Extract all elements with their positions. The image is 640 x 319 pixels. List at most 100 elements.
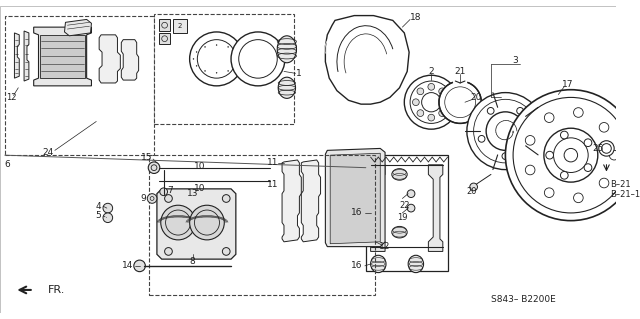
Circle shape (193, 58, 194, 59)
Circle shape (506, 90, 636, 221)
Circle shape (502, 153, 509, 160)
Text: 17: 17 (562, 80, 573, 89)
Bar (173, 19, 187, 33)
Text: 14: 14 (122, 261, 133, 271)
Ellipse shape (277, 36, 296, 63)
Circle shape (573, 193, 583, 203)
Bar (159, 33, 170, 44)
Text: 11: 11 (267, 180, 278, 189)
Circle shape (470, 183, 477, 191)
Circle shape (148, 162, 160, 174)
Text: 10: 10 (193, 162, 205, 171)
Circle shape (196, 65, 197, 66)
Text: 18: 18 (410, 13, 422, 22)
Circle shape (561, 171, 568, 179)
Circle shape (236, 65, 237, 66)
Circle shape (196, 51, 197, 52)
Circle shape (428, 84, 435, 90)
Circle shape (516, 108, 524, 114)
Text: 15: 15 (141, 152, 152, 162)
Text: FR.: FR. (48, 285, 65, 295)
Text: 10: 10 (193, 184, 205, 193)
Circle shape (407, 190, 415, 197)
Polygon shape (325, 16, 409, 104)
Circle shape (545, 113, 554, 122)
Circle shape (439, 110, 445, 116)
Circle shape (444, 99, 450, 106)
Circle shape (103, 203, 113, 213)
Circle shape (160, 188, 168, 196)
Circle shape (584, 139, 592, 146)
Circle shape (573, 108, 583, 117)
Ellipse shape (371, 255, 386, 273)
Text: 4: 4 (95, 202, 101, 211)
Circle shape (231, 32, 285, 86)
Circle shape (134, 260, 145, 272)
Text: 2: 2 (178, 23, 182, 29)
Circle shape (189, 32, 244, 86)
Text: B–21: B–21 (611, 180, 631, 189)
Circle shape (428, 114, 435, 121)
Text: 24: 24 (42, 148, 54, 157)
Circle shape (561, 131, 568, 139)
Bar (159, 19, 170, 31)
Text: 21: 21 (454, 67, 466, 76)
Circle shape (417, 110, 424, 116)
Circle shape (525, 136, 535, 145)
Text: 25: 25 (592, 144, 604, 153)
Circle shape (609, 150, 619, 160)
Bar (154, 14, 294, 124)
Polygon shape (157, 189, 236, 259)
Circle shape (407, 204, 415, 212)
Text: 6: 6 (5, 160, 11, 169)
Circle shape (545, 188, 554, 197)
Circle shape (526, 136, 532, 142)
Circle shape (467, 93, 544, 170)
Polygon shape (428, 165, 443, 251)
Text: 16: 16 (351, 208, 363, 218)
Circle shape (584, 164, 592, 172)
Circle shape (161, 205, 195, 240)
Ellipse shape (392, 226, 407, 238)
Circle shape (404, 75, 458, 129)
Polygon shape (65, 19, 92, 36)
Text: 20: 20 (467, 187, 477, 196)
Polygon shape (34, 27, 92, 86)
Circle shape (222, 248, 230, 255)
Polygon shape (301, 160, 321, 242)
Circle shape (439, 88, 445, 95)
Circle shape (216, 45, 217, 46)
Polygon shape (99, 35, 120, 83)
Circle shape (439, 81, 481, 123)
Text: 20: 20 (471, 93, 482, 102)
Polygon shape (330, 153, 380, 244)
Circle shape (236, 51, 237, 52)
Text: 2: 2 (428, 67, 434, 76)
Text: B–21–1: B–21–1 (611, 190, 640, 199)
Text: 12: 12 (380, 242, 391, 251)
Circle shape (164, 195, 172, 202)
Circle shape (546, 151, 554, 159)
Polygon shape (40, 35, 84, 78)
Bar (5, 16, 154, 155)
Ellipse shape (392, 169, 407, 180)
Circle shape (478, 136, 485, 142)
Ellipse shape (278, 77, 296, 98)
Circle shape (239, 58, 240, 59)
Text: 13: 13 (187, 189, 198, 198)
Bar (366, 155, 447, 271)
Text: 9: 9 (141, 194, 147, 203)
Circle shape (216, 72, 217, 73)
Circle shape (147, 194, 157, 203)
Polygon shape (325, 148, 385, 247)
Text: 7: 7 (168, 186, 173, 195)
Circle shape (222, 195, 230, 202)
Text: 19: 19 (397, 213, 408, 222)
Circle shape (599, 141, 614, 156)
Text: 22: 22 (399, 201, 410, 210)
Text: 8: 8 (189, 256, 195, 265)
Bar (149, 155, 376, 295)
Text: 11: 11 (267, 158, 278, 167)
Text: S843– B2200E: S843– B2200E (491, 295, 556, 304)
Circle shape (164, 248, 172, 255)
